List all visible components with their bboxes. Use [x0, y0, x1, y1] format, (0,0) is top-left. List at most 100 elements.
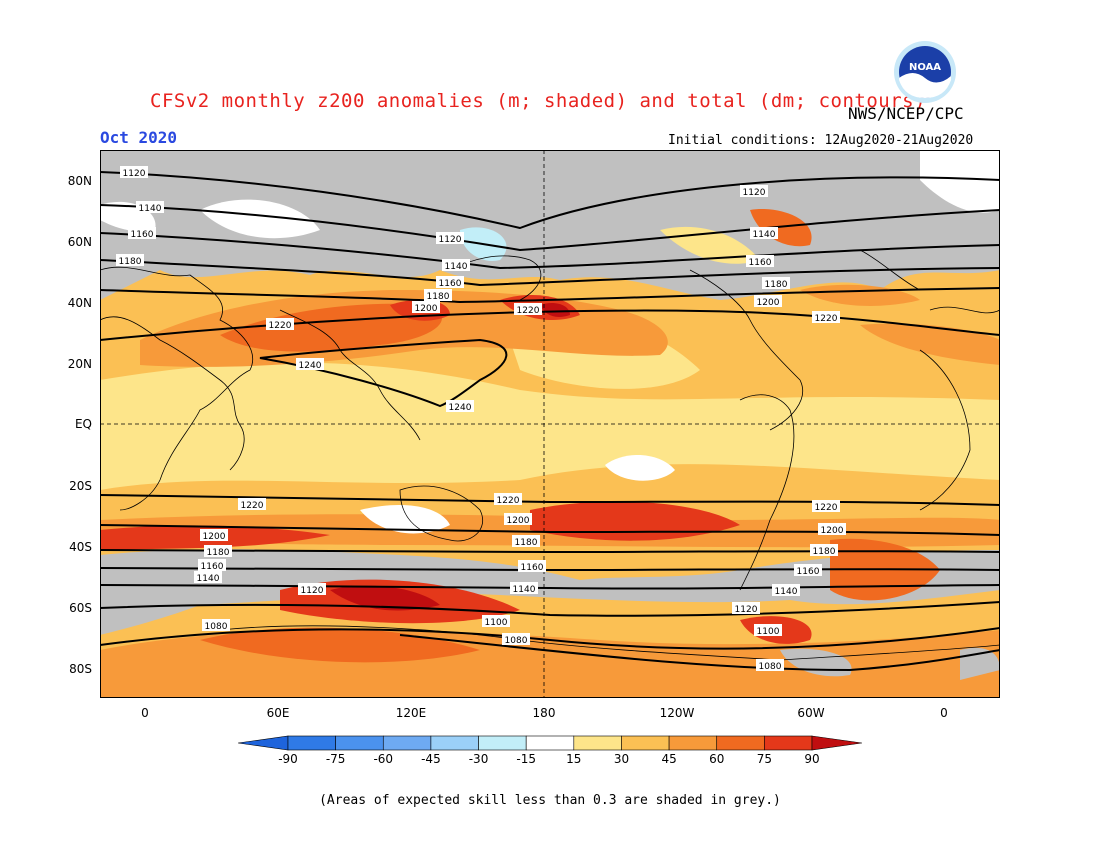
lon-label: 180	[532, 706, 556, 720]
svg-text:1220: 1220	[497, 496, 520, 506]
colorbar-segment	[811, 735, 862, 751]
svg-text:1120: 1120	[439, 235, 462, 245]
svg-text:1180: 1180	[765, 280, 788, 290]
colorbar-segment	[335, 735, 384, 751]
contour-label-1120-e: 1120	[732, 602, 760, 615]
colorbar-tick-label: -45	[421, 752, 441, 766]
contour-label-1140-f: 1140	[772, 584, 800, 597]
svg-text:1180: 1180	[813, 547, 836, 557]
colorbar-segment	[573, 735, 622, 751]
colorbar-segment	[478, 735, 527, 751]
svg-text:1100: 1100	[485, 618, 508, 628]
contour-label-1140-a: 1140	[136, 201, 164, 214]
coastlines	[100, 249, 1000, 661]
contour-label-1220-a: 1220	[266, 318, 294, 331]
svg-text:1240: 1240	[449, 403, 472, 413]
svg-text:1200: 1200	[821, 526, 844, 536]
contour-label-1240-a: 1240	[296, 358, 324, 371]
agency-label: NWS/NCEP/CPC	[848, 104, 964, 123]
lon-label: 0	[940, 706, 948, 720]
svg-text:1220: 1220	[269, 321, 292, 331]
map-frame	[100, 150, 1000, 698]
lon-label: 0	[141, 706, 149, 720]
svg-text:1140: 1140	[139, 204, 162, 214]
svg-text:1200: 1200	[415, 304, 438, 314]
contour-label-1100-b: 1100	[754, 624, 782, 637]
svg-text:1200: 1200	[203, 532, 226, 542]
lat-label: 40N	[67, 296, 92, 310]
anomaly-southern-core	[330, 585, 440, 611]
colorbar-tick-label: 45	[661, 752, 677, 766]
svg-text:1180: 1180	[515, 538, 538, 548]
chart-title: CFSv2 monthly z200 anomalies (m; shaded)…	[150, 90, 927, 112]
contour-label-1220-b: 1220	[514, 303, 542, 316]
contour-label-1120-c: 1120	[740, 185, 768, 198]
colorbar-tick-label: -90	[278, 752, 298, 766]
contour-label-1220-e: 1220	[494, 493, 522, 506]
svg-text:1160: 1160	[201, 562, 224, 572]
contour-label-1120-d: 1120	[298, 583, 326, 596]
contour-label-1200-e: 1200	[818, 523, 846, 536]
contour-label-1140-c: 1140	[750, 227, 778, 240]
svg-text:1160: 1160	[749, 258, 772, 268]
svg-text:1140: 1140	[775, 587, 798, 597]
anomaly-white-canada	[200, 199, 320, 239]
colorbar-segment	[764, 735, 813, 751]
contour-label-1140-d: 1140	[194, 571, 222, 584]
noaa-logo: NOAA	[894, 41, 956, 103]
colorbar-tick-label: 60	[709, 752, 725, 766]
contour-label-1160-c: 1160	[746, 255, 774, 268]
colorbar-segment	[287, 735, 336, 751]
colorbar-segment	[621, 735, 670, 751]
svg-text:1120: 1120	[743, 188, 766, 198]
svg-text:1220: 1220	[517, 306, 540, 316]
svg-text:1160: 1160	[131, 230, 154, 240]
contour-label-1180-c: 1180	[762, 277, 790, 290]
colorbar-tick-label: 15	[566, 752, 582, 766]
contour-label-1160-e: 1160	[518, 560, 546, 573]
anomaly-white-arctic	[920, 150, 1000, 213]
lat-label: 20S	[69, 479, 92, 493]
colorbar-tick-label: 75	[756, 752, 772, 766]
contour-label-1200-d: 1200	[504, 513, 532, 526]
skill-grey-south	[100, 549, 1000, 635]
contour-label-1220-f: 1220	[812, 500, 840, 513]
contour-label-1220-c: 1220	[812, 311, 840, 324]
contour-label-1220-d: 1220	[238, 498, 266, 511]
skill-note: (Areas of expected skill less than 0.3 a…	[319, 793, 781, 808]
colorbar-segment	[668, 735, 718, 751]
lat-label: 20N	[67, 357, 92, 371]
lat-label: EQ	[74, 417, 92, 431]
contour-label-1160-b: 1160	[436, 276, 464, 289]
svg-text:1120: 1120	[123, 169, 146, 179]
colorbar-segment	[382, 735, 432, 751]
colorbar-segment	[716, 735, 765, 751]
contour-label-1160-a: 1160	[128, 227, 156, 240]
anomaly-white-tropic	[605, 454, 675, 481]
svg-text:1160: 1160	[521, 563, 544, 573]
lon-label: 60W	[797, 706, 825, 720]
svg-text:1160: 1160	[439, 279, 462, 289]
lat-label: 80N	[67, 174, 92, 188]
contour-label-1120-b: 1120	[436, 232, 464, 245]
contour-label-1140-b: 1140	[442, 259, 470, 272]
colorbar-segment	[430, 735, 479, 751]
contour-label-group: 1120 1140 1160 1180 1120 1140 1160 1180 …	[116, 166, 846, 672]
contour-label-1180-d: 1180	[204, 545, 232, 558]
lon-label: 120E	[395, 706, 427, 720]
colorbar-tick-label: 90	[804, 752, 820, 766]
contour-label-1180-b: 1180	[424, 289, 452, 302]
lat-label: 80S	[69, 662, 92, 676]
contour-label-1080-b: 1080	[502, 633, 530, 646]
colorbar-tick-label: -75	[325, 752, 346, 766]
contour-label-1180-e: 1180	[512, 535, 540, 548]
contour-label-1160-f: 1160	[794, 564, 822, 577]
svg-text:1180: 1180	[427, 292, 450, 302]
svg-text:1160: 1160	[797, 567, 820, 577]
svg-text:1080: 1080	[505, 636, 528, 646]
colorbar-tick-label: -30	[468, 752, 489, 766]
anomaly-natl-east	[860, 323, 1000, 365]
contour-label-1080-a: 1080	[202, 619, 230, 632]
svg-text:1220: 1220	[815, 503, 838, 513]
svg-text:1140: 1140	[445, 262, 468, 272]
